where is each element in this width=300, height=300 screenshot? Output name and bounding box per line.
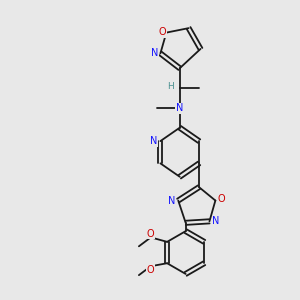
Text: O: O xyxy=(147,229,154,239)
Text: N: N xyxy=(152,48,159,58)
Text: N: N xyxy=(176,103,183,113)
Text: O: O xyxy=(147,265,154,275)
Text: H: H xyxy=(167,82,174,91)
Text: N: N xyxy=(212,216,220,226)
Text: O: O xyxy=(159,27,166,37)
Text: N: N xyxy=(150,136,158,146)
Text: N: N xyxy=(168,196,176,206)
Text: O: O xyxy=(218,194,225,204)
